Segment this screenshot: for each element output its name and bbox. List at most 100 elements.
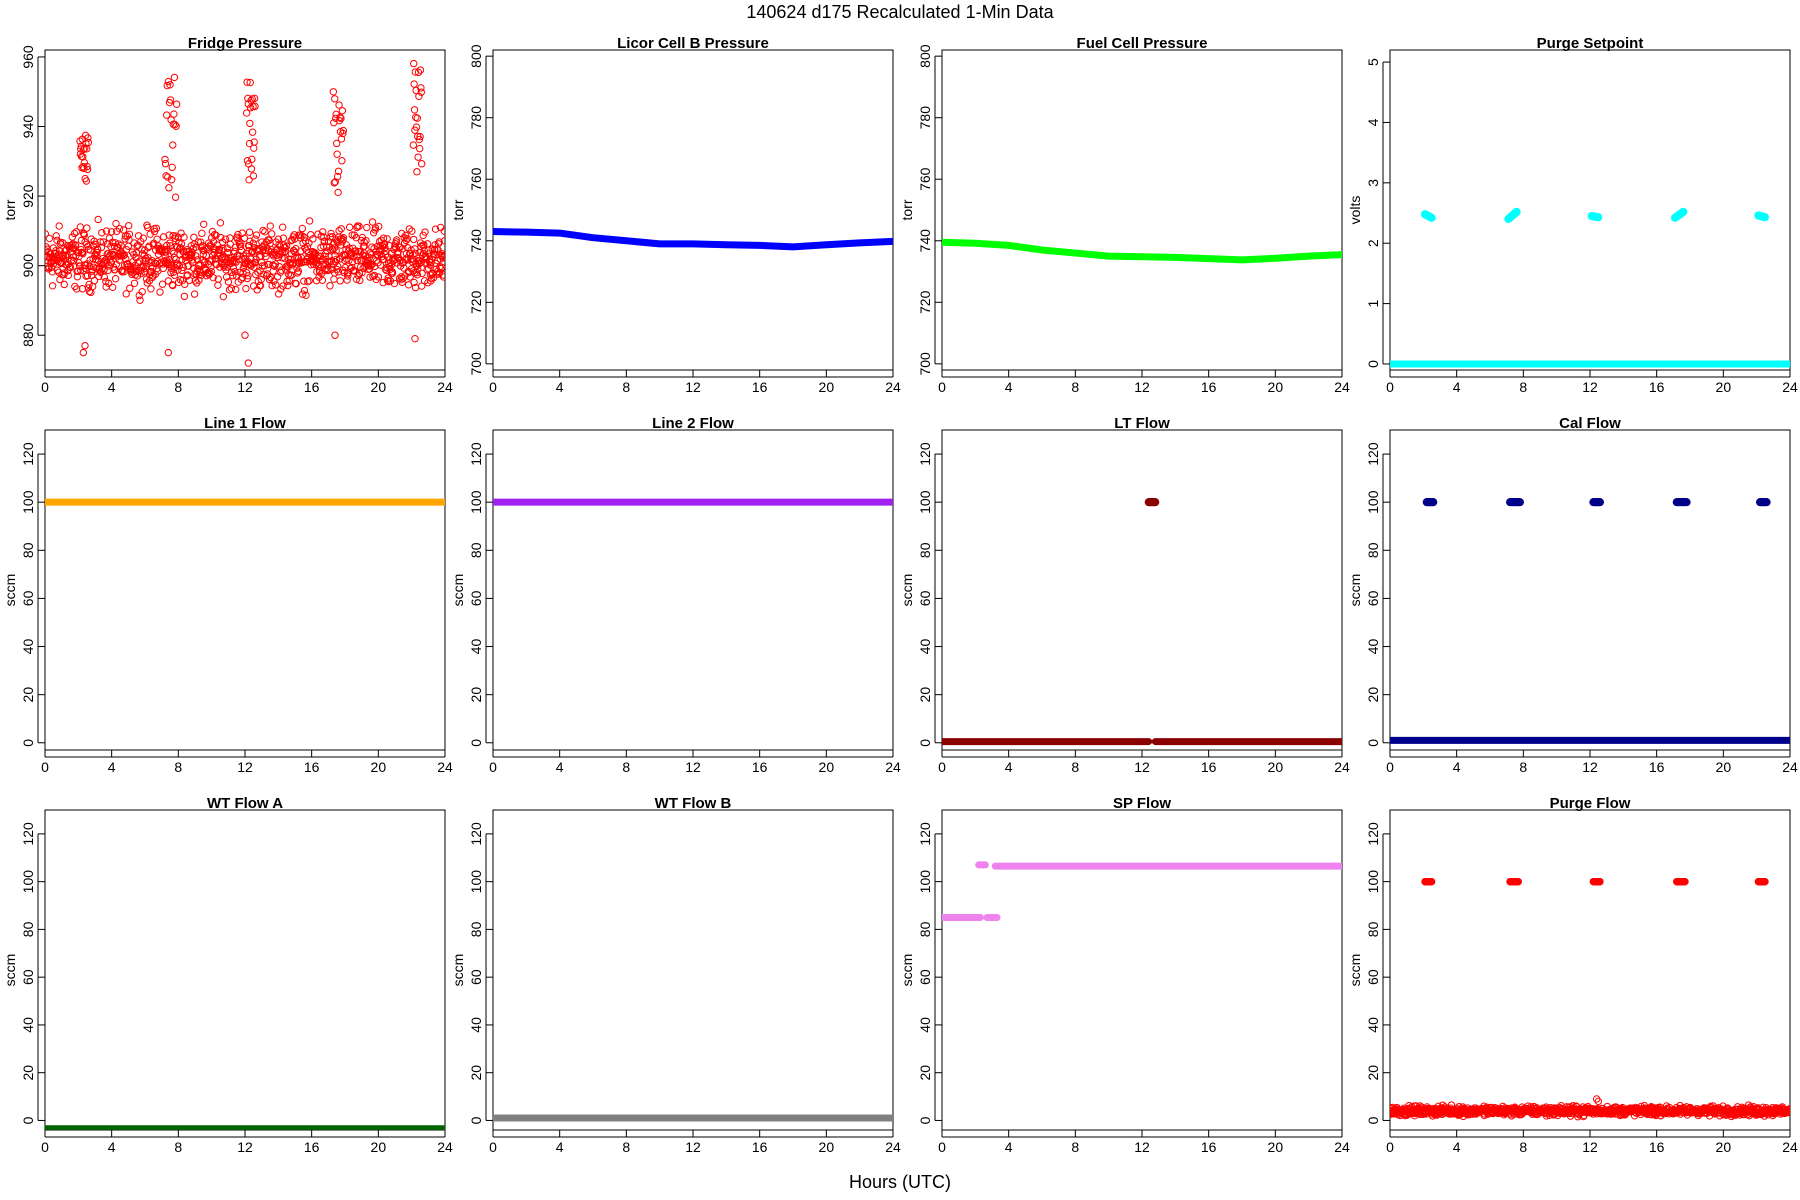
data-point — [265, 236, 273, 244]
data-point — [358, 269, 366, 277]
data-point — [252, 270, 260, 279]
data-point — [292, 280, 300, 288]
data-point — [45, 230, 50, 238]
x-tick-label: 16 — [1201, 759, 1217, 775]
data-point — [244, 359, 253, 367]
data-point — [241, 331, 249, 339]
y-tick-label: 800 — [468, 44, 484, 68]
data-point — [1786, 1109, 1790, 1117]
data-point — [418, 269, 426, 278]
data-point — [306, 230, 315, 239]
x-tick-label: 12 — [1134, 759, 1150, 775]
data-point — [279, 282, 287, 290]
y-tick-label: 760 — [917, 167, 933, 191]
data-point — [178, 276, 187, 285]
data-point — [83, 165, 92, 174]
data-point — [149, 272, 157, 280]
y-tick-label: 20 — [917, 1065, 933, 1081]
data-point — [417, 160, 426, 168]
data-point — [147, 285, 155, 293]
data-point — [319, 228, 327, 236]
data-point — [247, 165, 256, 173]
data-point — [250, 144, 258, 152]
panel-fuel-cell-pressure: Fuel Cell Pressure 0 4 8 12 16 20 24 700 720 740 76… — [899, 35, 1350, 395]
data-point — [47, 263, 56, 272]
data-point — [409, 141, 418, 149]
data-point — [164, 277, 173, 285]
data-point — [81, 341, 89, 350]
x-tick-label: 0 — [938, 1139, 946, 1155]
y-tick-label: 0 — [20, 1116, 36, 1124]
y-axis-label: torr — [899, 199, 915, 220]
panel-sp-flow: SP Flow 0 4 8 12 16 20 24 0 20 40 60 80 100 120 sccm — [899, 795, 1350, 1155]
x-tick-label: 12 — [685, 1139, 701, 1155]
y-tick-label: 0 — [917, 1116, 933, 1124]
data-point — [107, 258, 115, 267]
data-point — [268, 230, 276, 238]
data-point — [96, 238, 105, 246]
data-point — [392, 236, 401, 244]
data-point — [410, 106, 419, 114]
y-tick-label: 0 — [1365, 360, 1381, 368]
data-point — [79, 348, 88, 357]
data-point — [58, 251, 67, 259]
data-point — [170, 73, 179, 82]
x-tick-label: 4 — [1005, 759, 1013, 775]
data-point — [167, 116, 175, 124]
data-point — [353, 256, 361, 265]
data-point — [82, 261, 90, 270]
data-point — [294, 267, 303, 275]
x-tick-label: 16 — [304, 759, 320, 775]
data-point — [344, 272, 352, 280]
y-axis-label: sccm — [450, 574, 466, 607]
x-tick-label: 4 — [108, 759, 116, 775]
y-tick-label: 40 — [20, 1017, 36, 1033]
data-point — [228, 253, 236, 262]
data-point — [242, 284, 250, 293]
x-tick-label: 16 — [752, 759, 768, 775]
data-point — [227, 284, 236, 292]
data-point — [372, 275, 380, 284]
data-point — [298, 232, 306, 240]
data-point — [48, 282, 57, 290]
data-point — [217, 254, 225, 263]
data-point — [428, 270, 436, 278]
panel-fridge-pressure: Fridge Pressure 0 4 8 12 16 20 24 880 900 920 940 96… — [2, 35, 453, 395]
data-point — [228, 268, 236, 276]
data-point — [396, 256, 404, 265]
y-axis-label: sccm — [899, 574, 915, 607]
x-tick-label: 0 — [938, 379, 946, 395]
data-point — [370, 271, 379, 280]
x-tick-label: 0 — [489, 1139, 497, 1155]
data-point — [190, 290, 199, 298]
y-tick-label: 0 — [1365, 1116, 1381, 1124]
y-tick-label: 60 — [20, 590, 36, 606]
data-point — [243, 78, 251, 86]
data-point — [219, 244, 227, 253]
data-point — [281, 254, 289, 263]
y-axis-label: sccm — [1347, 954, 1363, 987]
x-tick-label: 0 — [938, 759, 946, 775]
data-point — [329, 260, 337, 269]
data-point — [244, 272, 252, 280]
data-point — [1514, 877, 1523, 886]
data-point — [1429, 498, 1438, 507]
data-point — [177, 240, 186, 248]
data-point — [249, 239, 257, 247]
x-tick-label: 20 — [819, 1139, 835, 1155]
data-point — [420, 241, 428, 249]
y-tick-label: 60 — [468, 969, 484, 985]
x-tick-label: 0 — [1386, 759, 1394, 775]
data-point — [255, 244, 263, 253]
y-tick-label: 720 — [468, 290, 484, 314]
x-tick-label: 24 — [885, 1139, 901, 1155]
data-point — [94, 215, 102, 224]
data-point — [229, 271, 237, 280]
x-tick-label: 8 — [1071, 759, 1079, 775]
y-tick-label: 5 — [1365, 58, 1381, 66]
data-point — [153, 235, 161, 243]
data-point — [337, 225, 345, 233]
data-point — [100, 273, 109, 281]
data-point — [197, 238, 205, 246]
